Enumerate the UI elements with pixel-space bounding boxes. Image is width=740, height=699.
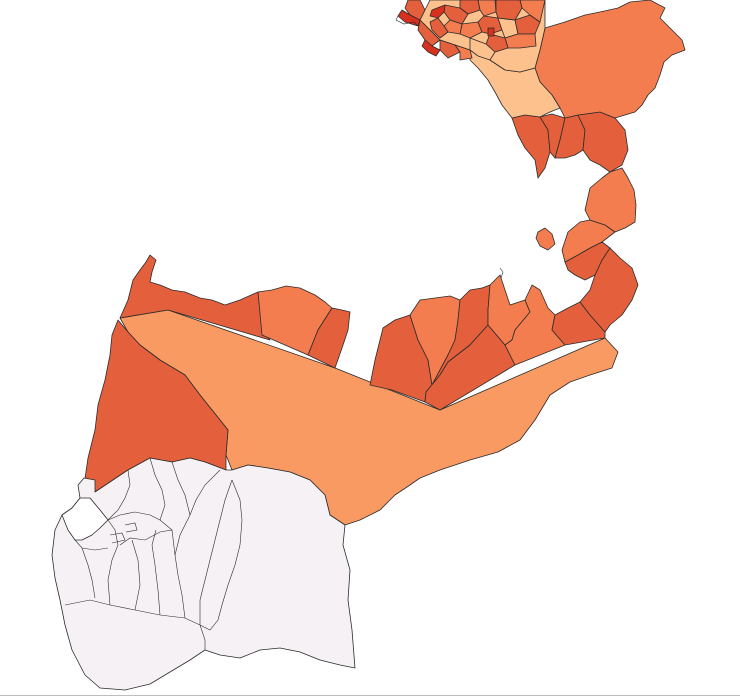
urban-district-cluster[interactable] (397, 0, 546, 61)
region-southwest-nodata[interactable] (51, 457, 356, 691)
region-east-4[interactable] (584, 167, 637, 233)
region-northeast-4[interactable] (577, 111, 629, 173)
bottom-divider (0, 695, 740, 696)
region-east-3[interactable] (561, 219, 616, 263)
pier-line (499, 267, 504, 279)
coast-detail-line (395, 15, 419, 27)
nodata-internal-boundaries (64, 457, 243, 650)
region-northeast-large[interactable] (534, 0, 686, 119)
region-islet[interactable] (535, 227, 556, 251)
region-northwest-2[interactable] (257, 285, 333, 356)
region-northwest-3[interactable] (307, 307, 351, 369)
southwest-inlet (61, 497, 109, 541)
